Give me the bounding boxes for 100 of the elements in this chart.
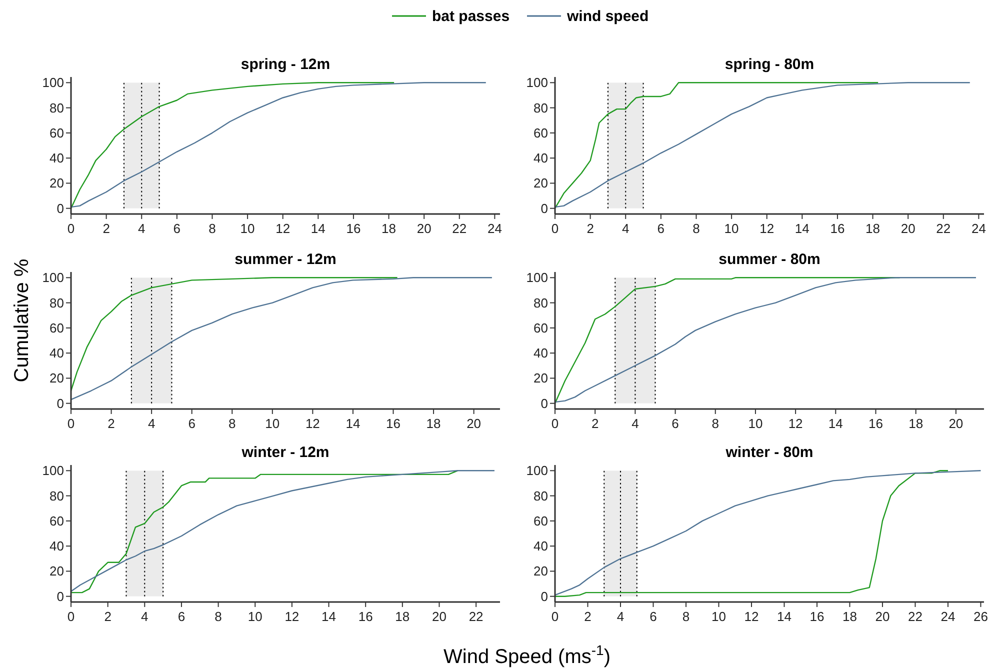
y-tick-label: 60 — [50, 320, 64, 336]
x-tick-label: 2 — [102, 221, 110, 236]
x-tick-label: 2 — [108, 416, 115, 431]
x-tick-label: 16 — [346, 221, 361, 236]
x-tick-label: 2 — [586, 221, 594, 236]
y-tick-label: 0 — [56, 396, 64, 411]
x-tick-label: 8 — [712, 416, 719, 431]
y-tick-label: 80 — [50, 295, 64, 310]
x-tick-label: 8 — [214, 609, 222, 624]
x-tick-label: 16 — [830, 221, 845, 236]
line-series — [70, 277, 493, 400]
x-tick-label: 20 — [416, 221, 432, 236]
line-series — [70, 82, 395, 209]
x-tick-label: 6 — [173, 221, 181, 236]
x-tick-label: 0 — [551, 609, 559, 624]
x-tick-label: 24 — [940, 609, 956, 624]
y-tick-label: 100 — [526, 270, 548, 286]
x-tick-label: 14 — [310, 221, 326, 236]
y-tick-label: 80 — [50, 488, 64, 504]
x-tick-label: 26 — [973, 609, 988, 624]
y-tick-label: 60 — [534, 125, 548, 140]
x-tick-label: 16 — [868, 416, 883, 431]
x-tick-label: 14 — [777, 609, 792, 624]
x-tick-label: 18 — [395, 609, 410, 624]
x-tick-label: 8 — [692, 221, 700, 236]
x-tick-label: 24 — [971, 221, 986, 236]
x-tick-label: 12 — [284, 609, 300, 624]
y-tick-label: 20 — [534, 176, 548, 191]
chart-title: summer - 12m — [234, 251, 336, 268]
y-tick-label: 0 — [56, 588, 64, 604]
x-tick-label: 18 — [842, 609, 857, 624]
y-tick-label: 100 — [526, 463, 548, 478]
x-tick-label: 18 — [382, 221, 396, 236]
x-tick-label: 6 — [188, 416, 196, 431]
x-tick-label: 12 — [760, 221, 774, 236]
x-tick-label: 20 — [900, 221, 916, 236]
y-tick-label: 40 — [50, 150, 64, 166]
y-tick-label: 40 — [534, 150, 548, 166]
x-tick-label: 16 — [810, 609, 824, 624]
x-tick-label: 14 — [322, 609, 336, 624]
x-tick-label: 2 — [591, 416, 599, 431]
x-tick-label: 4 — [141, 609, 148, 624]
y-tick-label: 20 — [50, 176, 64, 191]
y-tick-label: 40 — [534, 538, 548, 554]
y-tick-label: 0 — [540, 588, 548, 604]
y-tick-label: 40 — [534, 346, 548, 361]
x-tick-label: 4 — [148, 416, 156, 431]
chart-title: summer - 80m — [718, 251, 820, 268]
x-tick-label: 4 — [616, 609, 624, 624]
line-series — [554, 82, 970, 208]
line-series — [554, 82, 879, 209]
chart-title: winter - 12m — [240, 444, 330, 461]
x-tick-label: 12 — [276, 221, 290, 236]
x-tick-label: 8 — [208, 221, 216, 236]
y-tick-label: 80 — [50, 100, 64, 116]
x-tick-label: 22 — [452, 221, 467, 236]
x-tick-label: 10 — [748, 416, 763, 431]
x-tick-label: 20 — [432, 609, 446, 624]
y-tick-label: 100 — [526, 75, 548, 90]
x-tick-label: 12 — [788, 416, 803, 431]
line-series — [554, 277, 977, 403]
chart-title: spring - 80m — [724, 56, 814, 73]
y-tick-label: 60 — [50, 513, 64, 528]
x-tick-label: 20 — [875, 609, 890, 624]
x-tick-label: 10 — [265, 416, 280, 431]
x-tick-label: 2 — [584, 609, 592, 624]
x-tick-label: 6 — [178, 609, 186, 624]
y-tick-label: 0 — [56, 200, 64, 216]
x-tick-label: 6 — [657, 221, 665, 236]
x-tick-label: 0 — [67, 221, 75, 236]
x-tick-label: 4 — [632, 416, 639, 431]
line-series — [70, 82, 486, 208]
x-tick-label: 4 — [138, 221, 146, 236]
y-tick-label: 0 — [540, 396, 548, 411]
x-tick-label: 0 — [67, 416, 75, 431]
y-tick-label: 60 — [534, 513, 548, 528]
x-tick-label: 10 — [248, 609, 262, 624]
y-tick-label: 100 — [42, 463, 64, 478]
x-tick-label: 12 — [744, 609, 759, 624]
chart-title: spring - 12m — [240, 56, 330, 73]
y-tick-label: 40 — [50, 346, 64, 361]
y-tick-label: 20 — [534, 370, 548, 386]
x-tick-label: 0 — [551, 221, 559, 236]
y-tick-label: 100 — [42, 270, 64, 286]
x-tick-label: 24 — [487, 221, 502, 236]
x-tick-label: 10 — [712, 609, 726, 624]
y-tick-label: 80 — [534, 295, 548, 310]
x-tick-label: 22 — [936, 221, 951, 236]
x-tick-label: 14 — [346, 416, 360, 431]
y-tick-label: 100 — [42, 75, 64, 90]
x-tick-label: 18 — [908, 416, 924, 431]
x-tick-label: 10 — [240, 221, 255, 236]
x-tick-label: 8 — [682, 609, 690, 624]
y-tick-label: 60 — [50, 125, 64, 140]
x-axis-title: Wind Speed (ms$^{-1}$) — [444, 642, 610, 668]
y-tick-label: 80 — [534, 100, 548, 116]
x-tick-label: 14 — [794, 221, 810, 236]
x-tick-label: 10 — [724, 221, 739, 236]
y-tick-label: 80 — [534, 488, 548, 504]
x-tick-label: 18 — [866, 221, 880, 236]
